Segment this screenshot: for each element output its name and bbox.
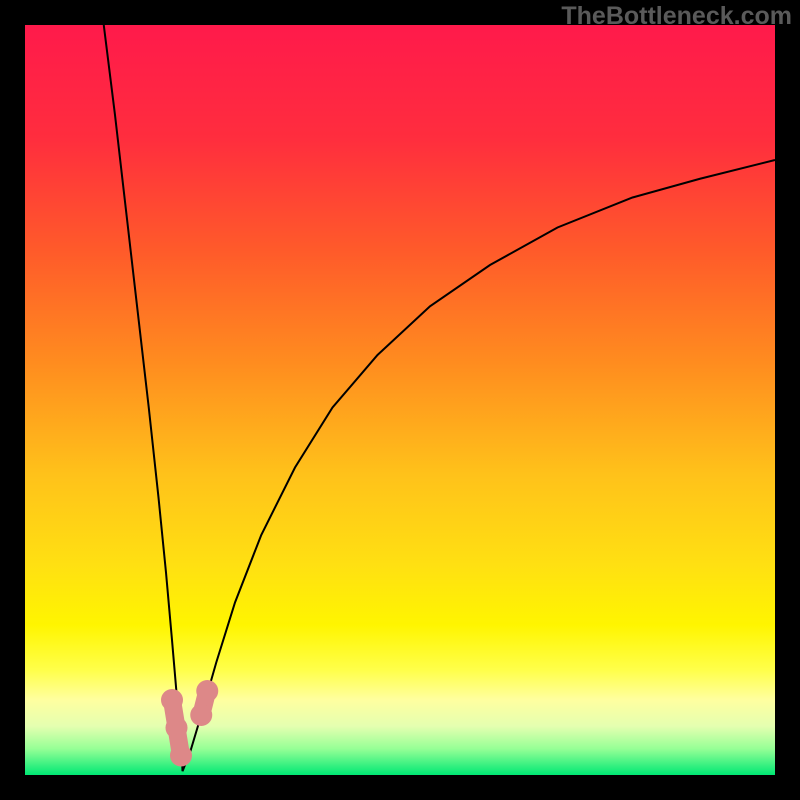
marker-point-left-1	[166, 717, 188, 739]
chart-frame: TheBottleneck.com	[0, 0, 800, 800]
marker-point-right-3	[190, 704, 212, 726]
watermark-text: TheBottleneck.com	[561, 2, 792, 31]
bottleneck-chart-svg	[0, 0, 800, 800]
marker-point-right-4	[196, 680, 218, 702]
marker-point-left-2	[170, 745, 192, 767]
marker-point-left-0	[161, 689, 183, 711]
gradient-background	[25, 25, 775, 775]
